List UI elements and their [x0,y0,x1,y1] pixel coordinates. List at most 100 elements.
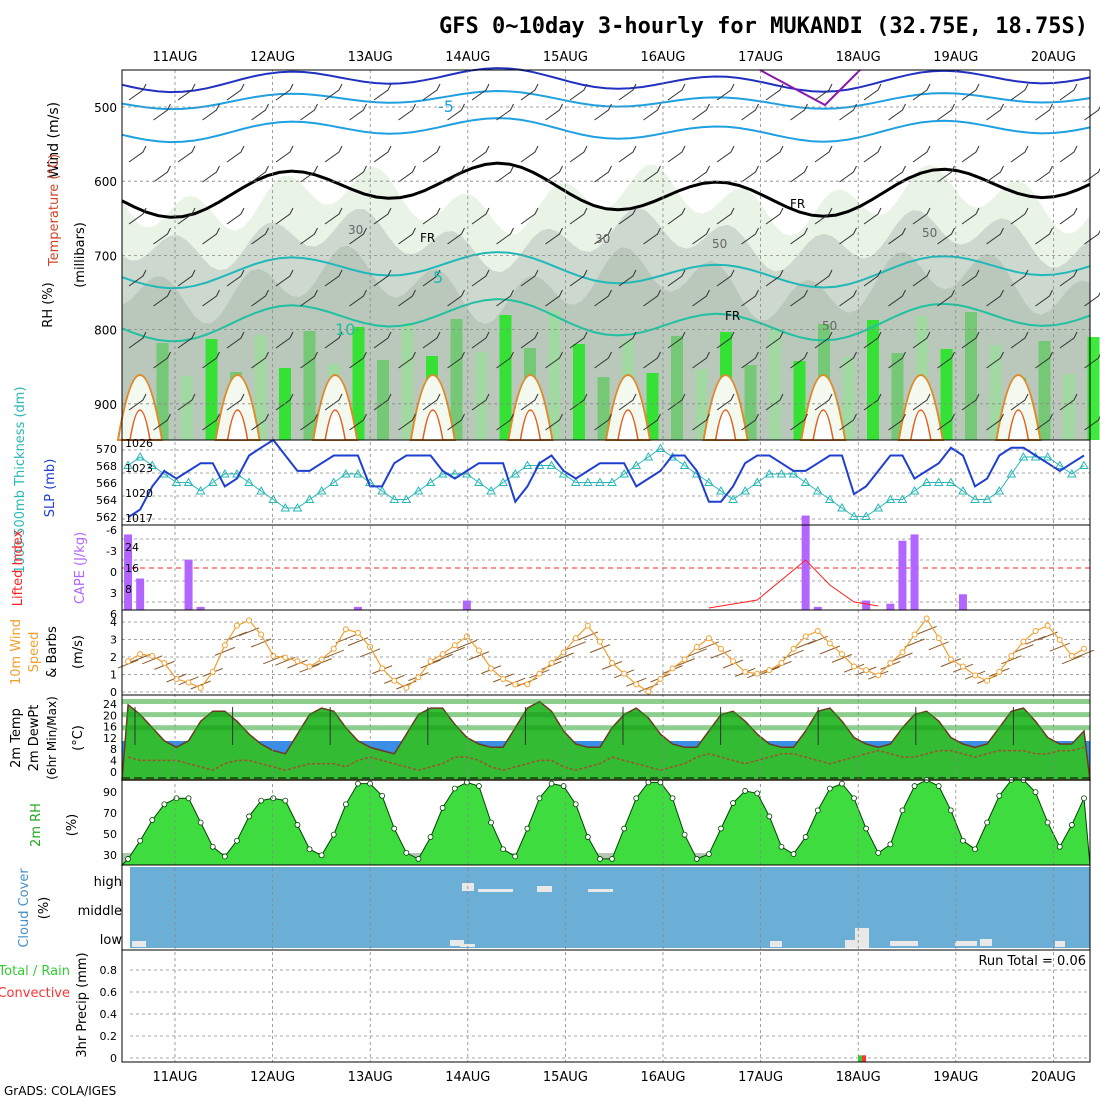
wind-barb [961,83,980,101]
surface-wind-barb [129,653,151,663]
cloud-cell [537,886,552,892]
date-label-bottom: 16AUG [640,1070,685,1085]
rh-point [887,841,894,848]
thickness-series-point [425,477,436,486]
rh-point [270,795,277,802]
rh-point [1056,843,1063,850]
wind-speed-series-point [209,668,216,675]
wind-barb [128,393,147,411]
wind-barb [986,103,1004,121]
wind-speed-series-point [645,688,652,695]
wind-barb [422,83,441,101]
wind-barb [765,393,784,411]
wind-barb [202,289,220,307]
surface-wind-barb [553,652,574,662]
rh-point [560,783,567,789]
wind-barb [398,165,416,183]
thickness-series-point [353,468,363,478]
wind-speed-series-point [233,622,240,629]
ylabel-temperature: Temperature (°C) [47,154,62,267]
wind-barb [1035,227,1053,245]
wind-barb [545,289,563,307]
wind-speed-series-point [524,681,531,688]
ytick-label: 6 [110,608,117,621]
wind-barb [349,165,367,183]
warm-dome [312,374,359,441]
thickness-series-point [461,468,472,478]
wind-barb [226,145,245,163]
warm-dome [507,374,554,441]
wind-speed-series-point [621,670,628,677]
warm-dome-inner [1007,409,1030,441]
cape-bar [886,603,895,610]
wind-barb [422,145,441,163]
wind-barb [569,331,588,349]
ytick-label: 50 [103,828,117,841]
wind-speed-series-point [681,656,688,663]
wind-barb [520,83,539,101]
wind-speed-series-point [318,656,325,663]
date-label-top: 20AUG [1031,50,1076,65]
rh-point [984,819,991,826]
warm-dome [995,374,1042,441]
cape-bar [196,606,205,610]
surface-wind-barb [686,648,707,658]
surface-wind-barb [226,631,248,641]
ytick-label: -3 [106,545,117,558]
wind-barb [1035,165,1053,183]
wind-barb [986,227,1004,245]
wind-barb [275,269,294,287]
wind-speed-series-point [246,617,253,624]
wind-barb [177,207,196,225]
wind-speed-series-point [221,642,228,649]
thickness-series-point [740,485,751,495]
wind-barb [300,351,318,369]
date-label-top: 14AUG [445,50,490,65]
wind-barb [618,145,637,163]
surface-wind-barb [456,639,478,649]
cloud-cell [450,940,464,946]
contour-label: FR [420,231,435,245]
thickness-series-point [1079,460,1089,469]
wind-barb [765,269,784,287]
thickness-series-point [582,477,593,486]
thickness-series-point [486,485,496,495]
rh-point [899,807,906,814]
surface-wind-barb [214,646,236,656]
contour-label: FR [725,309,740,323]
rh-point [246,813,252,820]
wind-barb [961,269,980,287]
ytick-label: 30 [103,849,117,862]
wind-barb [373,145,392,163]
isotherm-5 [121,251,1091,290]
wind-barb [153,413,171,431]
rh-point [161,801,168,808]
wind-barb [251,103,269,121]
rh-point [839,780,845,787]
wind-barb [373,83,392,101]
rh-point [754,790,761,797]
wind-barb [545,165,563,183]
warm-dome-inner [812,409,835,441]
ylabel-rh2m-1: 2m RH [29,803,44,847]
wind-barb [422,331,441,349]
wind-speed-series-point [972,672,979,679]
wind-speed-series-point [270,652,277,659]
thickness-series-point [316,485,327,495]
surface-wind-barb [710,649,732,659]
thickness-series-point [885,494,896,503]
wind-barb [741,165,759,183]
wind-barb [275,331,294,349]
wind-barb [569,207,588,225]
wind-barb [447,413,465,431]
thickness-series-point [377,485,388,495]
wind-barb [471,83,490,101]
cape-bar [910,534,919,610]
wind-barb [422,393,441,411]
credit: GrADS: COLA/IGES [4,1084,116,1098]
wind-barb [765,207,784,225]
thickness-series-point [945,477,956,486]
isotherm-10 [121,298,1091,343]
ylabel-wind: Wind (m/s) [46,102,62,178]
wind-speed-series-point [475,647,482,654]
